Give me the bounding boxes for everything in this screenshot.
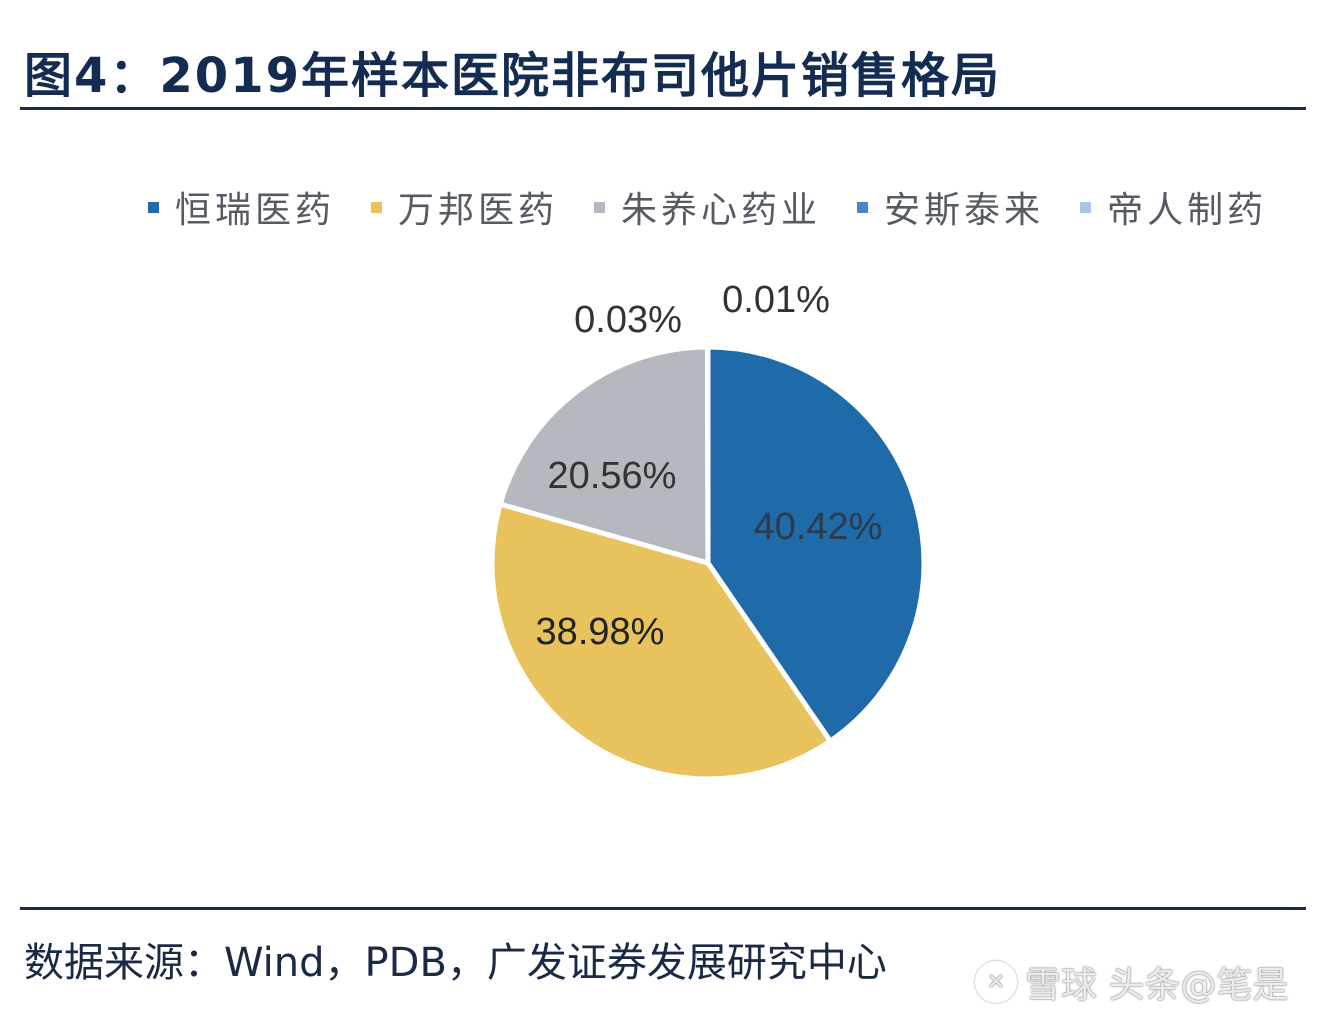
pie-slice-1	[705, 344, 927, 744]
legend-label: 朱养心药业	[621, 190, 822, 231]
legend-label: 安斯泰来	[884, 190, 1045, 231]
legend-label: 万邦医药	[398, 190, 559, 231]
legend-label: 帝人制药	[1107, 190, 1268, 231]
legend-swatch	[371, 201, 383, 213]
legend-swatch	[594, 201, 606, 213]
chart-legend: 恒瑞医药 万邦医药 朱养心药业 安斯泰来 帝人制药	[148, 182, 1267, 232]
pie-slice-3	[497, 344, 711, 566]
legend-item: 万邦医药	[371, 181, 558, 233]
slice-data-label: 38.98%	[536, 611, 665, 653]
watermark: ✕ 雪球 头条@笔是	[975, 960, 1288, 1006]
legend-swatch	[1080, 201, 1092, 213]
legend-swatch	[148, 201, 159, 213]
slice-data-label: 0.03%	[574, 299, 682, 341]
page-title: 图4：2019年样本医院非布司他片销售格局	[24, 48, 1001, 104]
source-note: 数据来源：Wind，PDB，广发证券发展研究中心	[24, 940, 887, 986]
slice-data-label: 40.42%	[754, 506, 883, 548]
legend-label: 恒瑞医药	[175, 190, 336, 231]
slice-data-label: 0.01%	[722, 279, 830, 321]
legend-item: 帝人制药	[1080, 181, 1267, 233]
pie-slice-2	[489, 501, 833, 782]
legend-item: 安斯泰来	[857, 181, 1044, 233]
title-divider	[20, 107, 1306, 110]
slice-data-label: 20.56%	[548, 455, 677, 497]
legend-item: 恒瑞医药	[148, 181, 335, 233]
xueqiu-logo-icon: ✕	[975, 961, 1017, 1003]
watermark-text: 雪球 头条@笔是	[1025, 965, 1289, 1006]
source-divider	[20, 907, 1306, 910]
legend-item: 朱养心药业	[594, 181, 821, 233]
legend-swatch	[857, 201, 869, 213]
